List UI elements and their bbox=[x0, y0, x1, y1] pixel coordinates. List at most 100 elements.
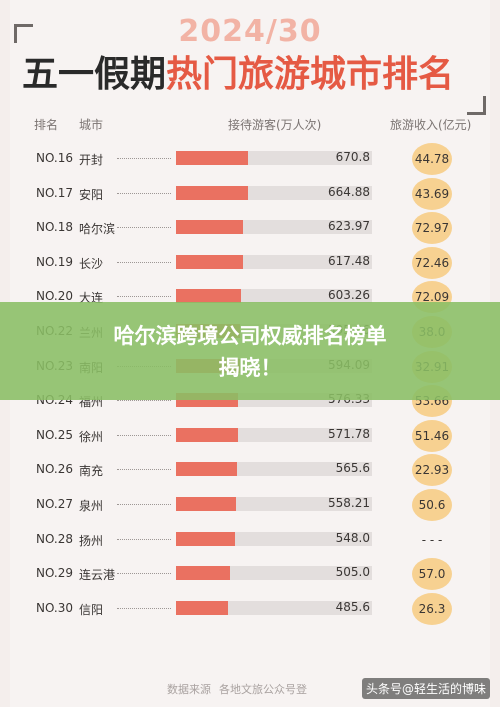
rank-label: NO.27 bbox=[36, 497, 74, 511]
visits-bar-track bbox=[176, 566, 372, 580]
visits-bar bbox=[176, 601, 228, 615]
headline-line-1: 哈尔滨跨境公司权威排名榜单 bbox=[113, 324, 387, 348]
rank-label: NO.16 bbox=[36, 151, 74, 165]
visits-bar bbox=[176, 220, 243, 234]
city-name: 安阳 bbox=[79, 188, 104, 202]
visits-bar-track bbox=[176, 186, 372, 200]
dotted-leader bbox=[117, 158, 171, 159]
visits-bar bbox=[176, 566, 230, 580]
visits-bar-track bbox=[176, 289, 372, 303]
data-source-text: 各地文旅公众号登 bbox=[219, 683, 307, 696]
revenue-badge: 57.0 bbox=[412, 558, 452, 590]
visits-bar-track bbox=[176, 220, 372, 234]
visits-value: 603.26 bbox=[328, 288, 370, 302]
table-row: NO.20 大连 603.26 72.09 bbox=[0, 281, 500, 314]
visits-bar-track bbox=[176, 601, 372, 615]
city-name: 南充 bbox=[79, 464, 104, 478]
rank-label: NO.19 bbox=[36, 255, 74, 269]
visits-bar bbox=[176, 289, 241, 303]
visits-bar-track bbox=[176, 428, 372, 442]
dotted-leader bbox=[117, 608, 171, 609]
dotted-leader bbox=[117, 193, 171, 194]
year-label: 2024/30 bbox=[178, 14, 322, 49]
visits-value: 617.48 bbox=[328, 254, 370, 268]
visits-value: 670.8 bbox=[335, 150, 370, 164]
headline-banner: 哈尔滨跨境公司权威排名榜单 揭晓！ bbox=[0, 302, 500, 400]
revenue-badge: 72.46 bbox=[412, 247, 452, 279]
revenue-badge: - - - bbox=[421, 533, 443, 547]
corner-bracket-top-left bbox=[14, 24, 33, 43]
dotted-leader bbox=[117, 400, 171, 401]
city-name: 哈尔滨 bbox=[79, 222, 116, 236]
corner-bracket-bottom-right bbox=[467, 96, 486, 115]
city-name: 大连 bbox=[79, 291, 104, 305]
table-row: NO.16 开封 670.8 44.78 bbox=[0, 143, 500, 176]
column-header-rank: 排名 bbox=[34, 118, 59, 132]
rank-label: NO.29 bbox=[36, 566, 74, 580]
city-name: 泉州 bbox=[79, 499, 104, 513]
dotted-leader bbox=[117, 262, 171, 263]
visits-bar bbox=[176, 532, 235, 546]
revenue-badge: 22.93 bbox=[412, 454, 452, 486]
visits-bar-track bbox=[176, 151, 372, 165]
rank-label: NO.20 bbox=[36, 289, 74, 303]
visits-value: 548.0 bbox=[335, 531, 370, 545]
revenue-badge: 51.46 bbox=[412, 420, 452, 452]
rank-label: NO.17 bbox=[36, 186, 74, 200]
dotted-leader bbox=[117, 573, 171, 574]
revenue-badge: 44.78 bbox=[412, 143, 452, 175]
table-row: NO.26 南充 565.6 22.93 bbox=[0, 454, 500, 487]
visits-bar-track bbox=[176, 462, 372, 476]
visits-bar-track bbox=[176, 255, 372, 269]
city-name: 徐州 bbox=[79, 430, 104, 444]
visits-value: 623.97 bbox=[328, 219, 370, 233]
page-title: 五一假期热门旅游城市排名 bbox=[22, 52, 454, 96]
table-row: NO.30 信阳 485.6 26.3 bbox=[0, 593, 500, 626]
revenue-badge: 26.3 bbox=[412, 593, 452, 625]
visits-value: 565.6 bbox=[335, 461, 370, 475]
visits-value: 558.21 bbox=[328, 496, 370, 510]
visits-bar bbox=[176, 462, 237, 476]
revenue-badge: 72.97 bbox=[412, 212, 452, 244]
dotted-leader bbox=[117, 435, 171, 436]
visits-bar bbox=[176, 151, 248, 165]
visits-bar bbox=[176, 186, 248, 200]
data-source-footer: 数据来源 各地文旅公众号登 bbox=[167, 681, 315, 697]
dotted-leader bbox=[117, 504, 171, 505]
rank-label: NO.26 bbox=[36, 462, 74, 476]
table-row: NO.27 泉州 558.21 50.6 bbox=[0, 489, 500, 522]
table-row: NO.19 长沙 617.48 72.46 bbox=[0, 247, 500, 280]
data-source-label: 数据来源 bbox=[167, 683, 211, 696]
dotted-leader bbox=[117, 469, 171, 470]
visits-bar bbox=[176, 428, 238, 442]
dotted-leader bbox=[117, 296, 171, 297]
city-name: 开封 bbox=[79, 153, 104, 167]
dotted-leader bbox=[117, 539, 171, 540]
rank-label: NO.30 bbox=[36, 601, 74, 615]
table-row: NO.17 安阳 664.88 43.69 bbox=[0, 178, 500, 211]
rank-label: NO.25 bbox=[36, 428, 74, 442]
table-row: NO.18 哈尔滨 623.97 72.97 bbox=[0, 212, 500, 245]
headline-text: 哈尔滨跨境公司权威排名榜单 揭晓！ bbox=[50, 320, 450, 384]
title-part-ranking: 热门旅游城市排名 bbox=[166, 53, 455, 95]
visits-bar bbox=[176, 255, 243, 269]
table-row: NO.29 连云港 505.0 57.0 bbox=[0, 558, 500, 591]
revenue-badge: 50.6 bbox=[412, 489, 452, 521]
title-part-holiday: 五一假期 bbox=[22, 53, 167, 95]
dotted-leader bbox=[117, 227, 171, 228]
visits-bar-track bbox=[176, 497, 372, 511]
rank-label: NO.18 bbox=[36, 220, 74, 234]
table-row: NO.25 徐州 571.78 51.46 bbox=[0, 420, 500, 453]
visits-value: 485.6 bbox=[335, 600, 370, 614]
city-name: 长沙 bbox=[79, 257, 104, 271]
column-header-city: 城市 bbox=[79, 118, 104, 132]
visits-value: 664.88 bbox=[328, 185, 370, 199]
visits-value: 505.0 bbox=[335, 565, 370, 579]
watermark: 头条号@轻生活的博味 bbox=[361, 678, 490, 699]
visits-bar-track bbox=[176, 532, 372, 546]
headline-line-2: 揭晓！ bbox=[218, 356, 282, 380]
column-header-revenue: 旅游收入(亿元) bbox=[390, 118, 472, 132]
visits-bar bbox=[176, 497, 236, 511]
city-name: 连云港 bbox=[79, 568, 116, 582]
visits-value: 571.78 bbox=[328, 427, 370, 441]
